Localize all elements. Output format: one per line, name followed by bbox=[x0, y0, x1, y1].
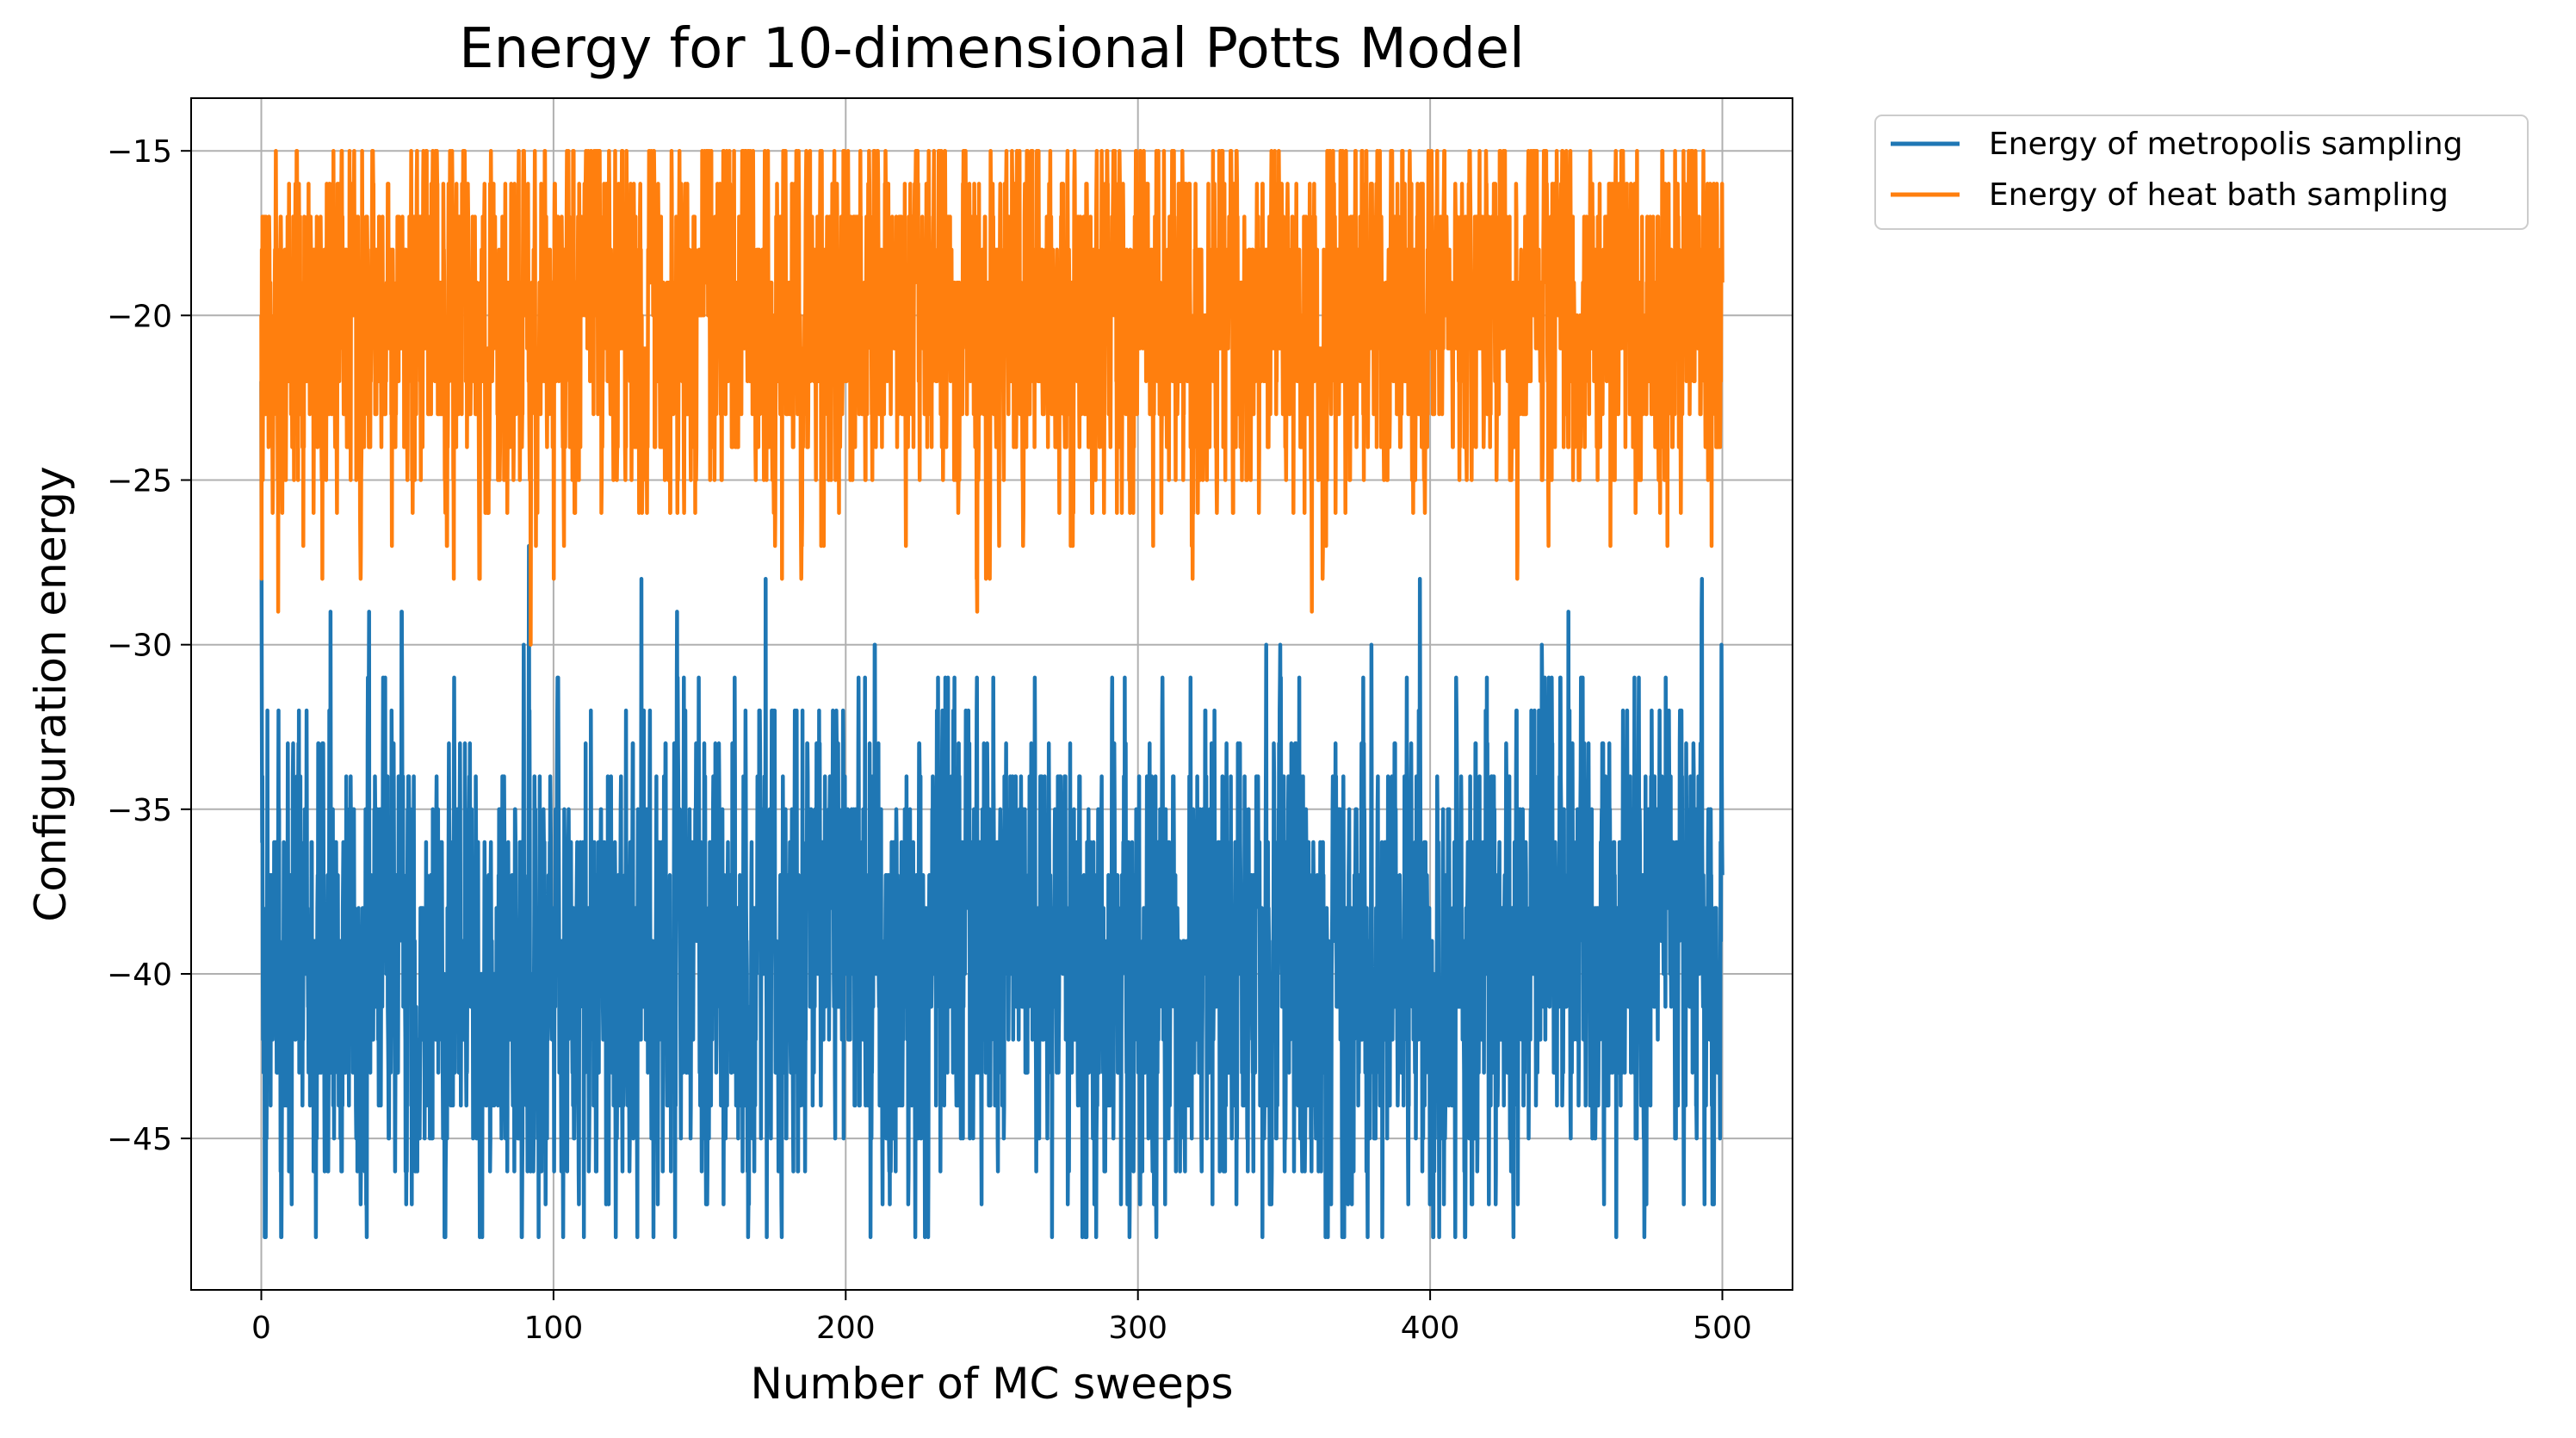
legend-label-heat-bath: Energy of heat bath sampling bbox=[1989, 177, 2449, 213]
x-tick-label: 300 bbox=[1108, 1311, 1167, 1346]
y-tick-label: −25 bbox=[107, 464, 172, 499]
legend-box bbox=[1874, 115, 2529, 230]
chart-title: Energy for 10-dimensional Potts Model bbox=[459, 17, 1525, 81]
plot-frame bbox=[190, 97, 1793, 1291]
legend: Energy of metropolis sampling Energy of … bbox=[1874, 115, 2529, 230]
y-tick-label: −35 bbox=[107, 793, 172, 828]
x-tick-label: 500 bbox=[1693, 1311, 1752, 1346]
x-tick-label: 200 bbox=[816, 1311, 876, 1346]
legend-label-metropolis: Energy of metropolis sampling bbox=[1989, 127, 2462, 162]
series-line bbox=[259, 381, 1725, 1240]
series-line bbox=[259, 148, 1725, 647]
x-tick-label: 0 bbox=[251, 1311, 271, 1346]
axes: 0 100 200 300 400 500 −15 −20 −25 −30 −35 −40 −45 bbox=[107, 134, 1752, 1346]
y-tick-label: −30 bbox=[107, 629, 172, 664]
series-layer bbox=[259, 148, 1725, 1240]
y-tick-label: −15 bbox=[107, 134, 172, 170]
y-axis-label: Configuration energy bbox=[26, 466, 76, 921]
plot-area: 0 100 200 300 400 500 −15 −20 −25 −30 −35 −40 −45 bbox=[107, 97, 1793, 1346]
y-tick-label: −20 bbox=[107, 299, 172, 334]
x-axis-label: Number of MC sweeps bbox=[750, 1359, 1233, 1409]
y-tick-label: −40 bbox=[107, 958, 172, 993]
y-tick-label: −45 bbox=[107, 1122, 172, 1157]
x-tick-label: 100 bbox=[524, 1311, 584, 1346]
x-tick-label: 400 bbox=[1401, 1311, 1460, 1346]
